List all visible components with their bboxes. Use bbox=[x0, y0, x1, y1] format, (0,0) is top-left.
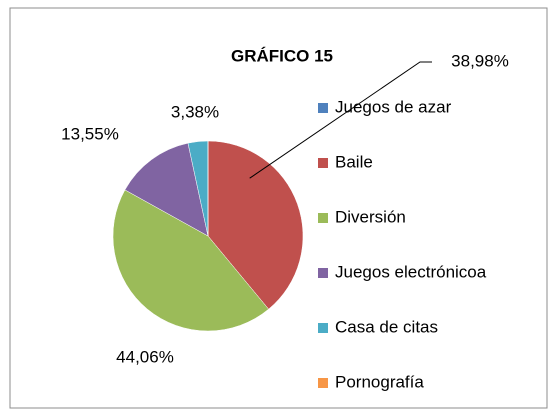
pie-slice bbox=[112, 189, 269, 332]
pie-slice bbox=[207, 140, 304, 310]
legend-swatch bbox=[318, 158, 328, 168]
leader-line bbox=[249, 61, 432, 179]
data-label: 3,38% bbox=[171, 102, 219, 121]
data-label: 44,06% bbox=[116, 347, 174, 366]
data-label: 38,98% bbox=[451, 51, 509, 70]
legend-label: Juegos de azar bbox=[335, 97, 452, 116]
legend-swatch bbox=[318, 213, 328, 223]
legend-label: Casa de citas bbox=[335, 317, 438, 336]
legend-label: Baile bbox=[335, 152, 373, 171]
pie-slice bbox=[124, 142, 209, 237]
legend-label: Diversión bbox=[335, 207, 406, 226]
data-label: 13,55% bbox=[61, 124, 119, 143]
legend-swatch bbox=[318, 103, 328, 113]
legend-swatch bbox=[318, 268, 328, 278]
chart-title: GRÁFICO 15 bbox=[231, 46, 333, 65]
legend-label: Juegos electrónicoa bbox=[335, 262, 487, 281]
legend-label: Pornografía bbox=[335, 372, 424, 391]
legend-swatch bbox=[318, 378, 328, 388]
legend-swatch bbox=[318, 323, 328, 333]
